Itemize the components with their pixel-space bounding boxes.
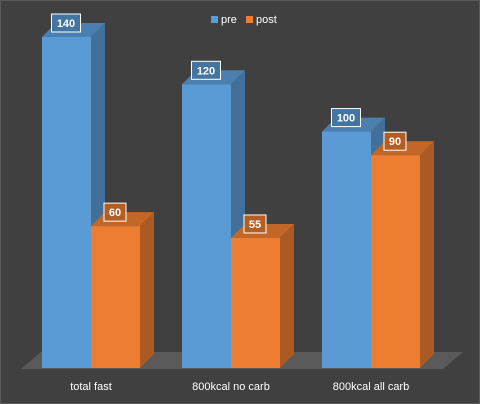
bar-post-0: [91, 212, 154, 368]
data-label-box-pre-1: [191, 60, 221, 80]
bar-side: [280, 223, 294, 368]
x-tick-label-0: total fast: [70, 381, 112, 393]
data-label-box-pre-0: [51, 13, 81, 33]
data-label-post-2: 90: [389, 136, 401, 148]
legend-label-post: post: [256, 14, 277, 26]
legend-label-pre: pre: [221, 14, 237, 26]
bar-front: [231, 237, 280, 368]
data-label-pre-1: 120: [197, 65, 215, 77]
bar-side: [140, 212, 154, 368]
data-label-box-post-0: [103, 202, 127, 222]
data-label-post-1: 55: [249, 219, 261, 231]
bar-post-1: [231, 223, 294, 368]
bar-front: [371, 155, 420, 368]
data-label-pre-2: 100: [337, 113, 355, 125]
x-tick-label-1: 800kcal no carb: [192, 381, 270, 393]
data-label-box-post-1: [243, 214, 267, 234]
data-label-box-post-2: [383, 131, 407, 151]
data-label-box-pre-2: [331, 108, 361, 128]
data-label-post-0: 60: [109, 207, 121, 219]
bar-post-2: [371, 141, 434, 368]
legend-swatch-pre: [211, 16, 218, 23]
data-label-pre-0: 140: [57, 18, 75, 30]
bar-side: [420, 141, 434, 368]
bar-front: [42, 37, 91, 368]
x-tick-label-2: 800kcal all carb: [333, 381, 409, 393]
bar-front: [182, 84, 231, 369]
bar-front: [322, 131, 371, 368]
bar-front: [91, 226, 140, 368]
legend-swatch-post: [246, 16, 253, 23]
